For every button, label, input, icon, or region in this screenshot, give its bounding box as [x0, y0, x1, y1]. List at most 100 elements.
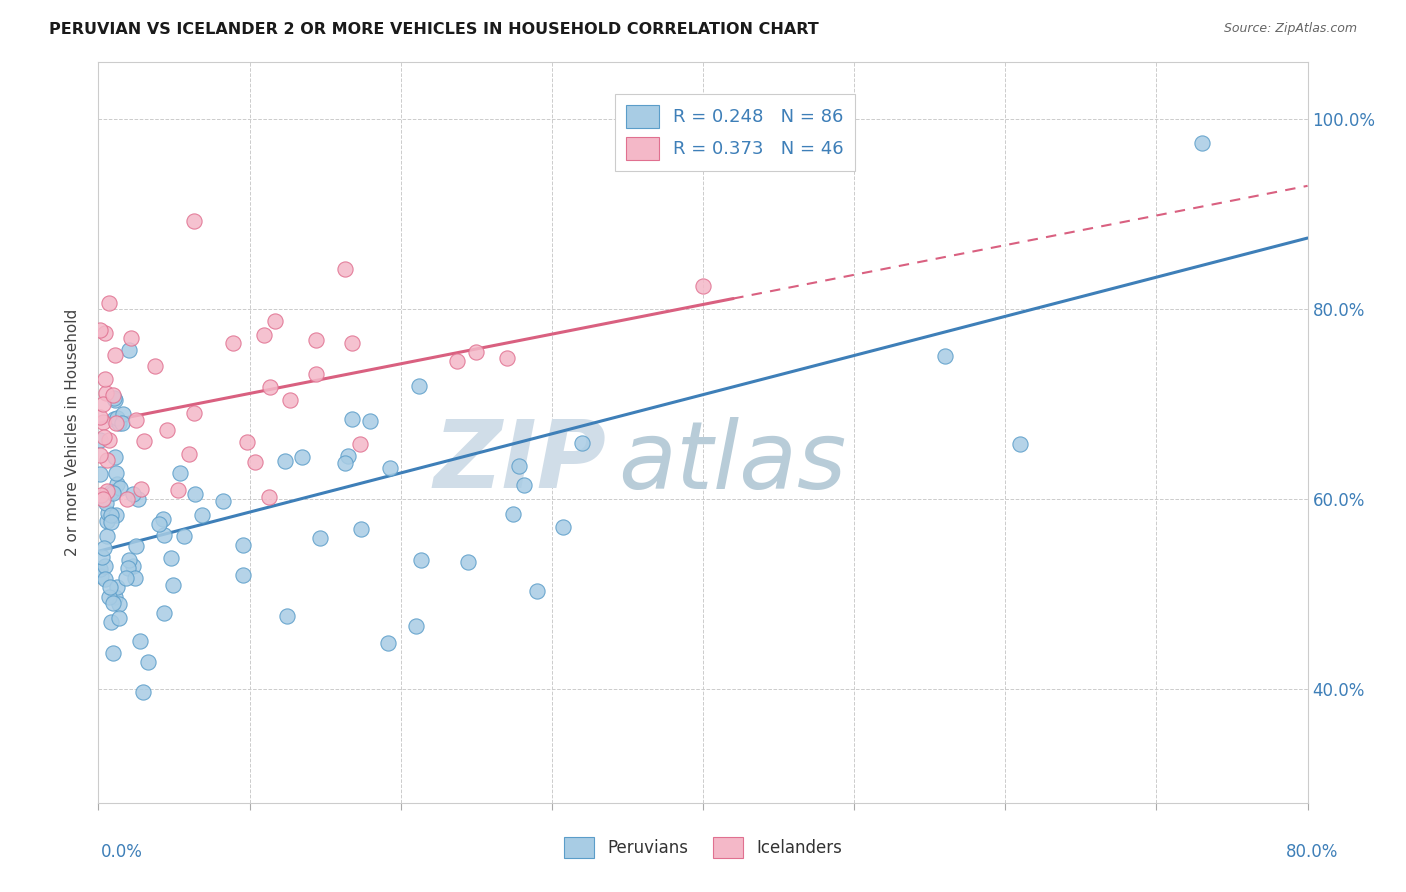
- Point: [100, 516, 122, 530]
- Point: [136, 655, 159, 669]
- Point: [104, 416, 127, 430]
- Point: [278, 392, 301, 407]
- Point: [93, 541, 115, 555]
- Point: [513, 478, 536, 492]
- Point: [245, 454, 267, 468]
- Point: [508, 458, 530, 473]
- Point: [91, 549, 114, 564]
- Point: [97, 433, 120, 447]
- Point: [304, 368, 326, 382]
- Point: [360, 414, 382, 428]
- Point: [340, 412, 363, 426]
- Point: [105, 580, 128, 594]
- Point: [259, 380, 281, 394]
- Point: [377, 636, 399, 650]
- Point: [253, 328, 276, 343]
- Point: [446, 354, 468, 368]
- Point: [405, 618, 427, 632]
- Point: [305, 334, 328, 348]
- Point: [183, 487, 205, 501]
- Point: [526, 583, 548, 598]
- Point: [152, 512, 174, 526]
- Point: [96, 528, 118, 542]
- Point: [104, 450, 127, 464]
- Point: [128, 634, 150, 648]
- Point: [465, 344, 488, 359]
- Point: [378, 461, 401, 475]
- Point: [122, 559, 145, 574]
- Point: [93, 491, 115, 506]
- Point: [108, 416, 131, 430]
- Point: [89, 562, 111, 576]
- Point: [94, 326, 117, 340]
- Point: [177, 447, 200, 461]
- Point: [148, 517, 170, 532]
- Point: [132, 684, 155, 698]
- Point: [94, 371, 117, 385]
- Point: [90, 488, 112, 502]
- Point: [94, 386, 117, 401]
- Point: [91, 415, 114, 429]
- Y-axis label: 2 or more Vehicles in Household: 2 or more Vehicles in Household: [65, 309, 80, 557]
- Point: [495, 351, 517, 365]
- Point: [107, 611, 129, 625]
- Point: [143, 359, 166, 373]
- Point: [411, 552, 433, 566]
- Point: [96, 514, 118, 528]
- Point: [263, 313, 285, 327]
- Legend: Peruvians, Icelanders: Peruvians, Icelanders: [557, 830, 849, 865]
- Point: [100, 485, 122, 500]
- Point: [101, 486, 124, 500]
- Point: [337, 449, 360, 463]
- Point: [118, 552, 141, 566]
- Point: [335, 262, 357, 277]
- Point: [571, 435, 593, 450]
- Point: [89, 467, 111, 482]
- Point: [101, 646, 124, 660]
- Point: [103, 412, 125, 426]
- Point: [235, 434, 257, 449]
- Point: [1010, 436, 1032, 450]
- Point: [169, 466, 191, 480]
- Point: [100, 508, 122, 522]
- Point: [125, 413, 148, 427]
- Point: [156, 423, 179, 437]
- Text: ZIP: ZIP: [433, 417, 606, 508]
- Point: [127, 492, 149, 507]
- Point: [98, 296, 121, 310]
- Point: [89, 410, 111, 425]
- Point: [309, 532, 332, 546]
- Point: [96, 453, 118, 467]
- Point: [103, 391, 125, 405]
- Point: [191, 508, 214, 522]
- Point: [183, 406, 205, 420]
- Point: [124, 571, 146, 585]
- Point: [96, 484, 118, 499]
- Point: [89, 448, 111, 462]
- Point: [232, 538, 254, 552]
- Point: [94, 559, 117, 574]
- Point: [100, 615, 122, 629]
- Point: [129, 482, 152, 496]
- Point: [93, 572, 115, 586]
- Point: [90, 569, 112, 583]
- Point: [553, 520, 575, 534]
- Point: [103, 347, 125, 361]
- Point: [108, 481, 131, 495]
- Point: [105, 476, 128, 491]
- Point: [120, 331, 142, 345]
- Text: 0.0%: 0.0%: [101, 843, 143, 861]
- Text: 80.0%: 80.0%: [1286, 843, 1339, 861]
- Point: [221, 336, 243, 351]
- Point: [93, 430, 115, 444]
- Point: [110, 417, 132, 431]
- Point: [89, 323, 111, 337]
- Point: [117, 343, 139, 358]
- Point: [104, 393, 127, 408]
- Point: [333, 456, 356, 470]
- Point: [97, 507, 120, 521]
- Point: [211, 494, 233, 508]
- Point: [125, 539, 148, 553]
- Point: [173, 528, 195, 542]
- Text: atlas: atlas: [619, 417, 846, 508]
